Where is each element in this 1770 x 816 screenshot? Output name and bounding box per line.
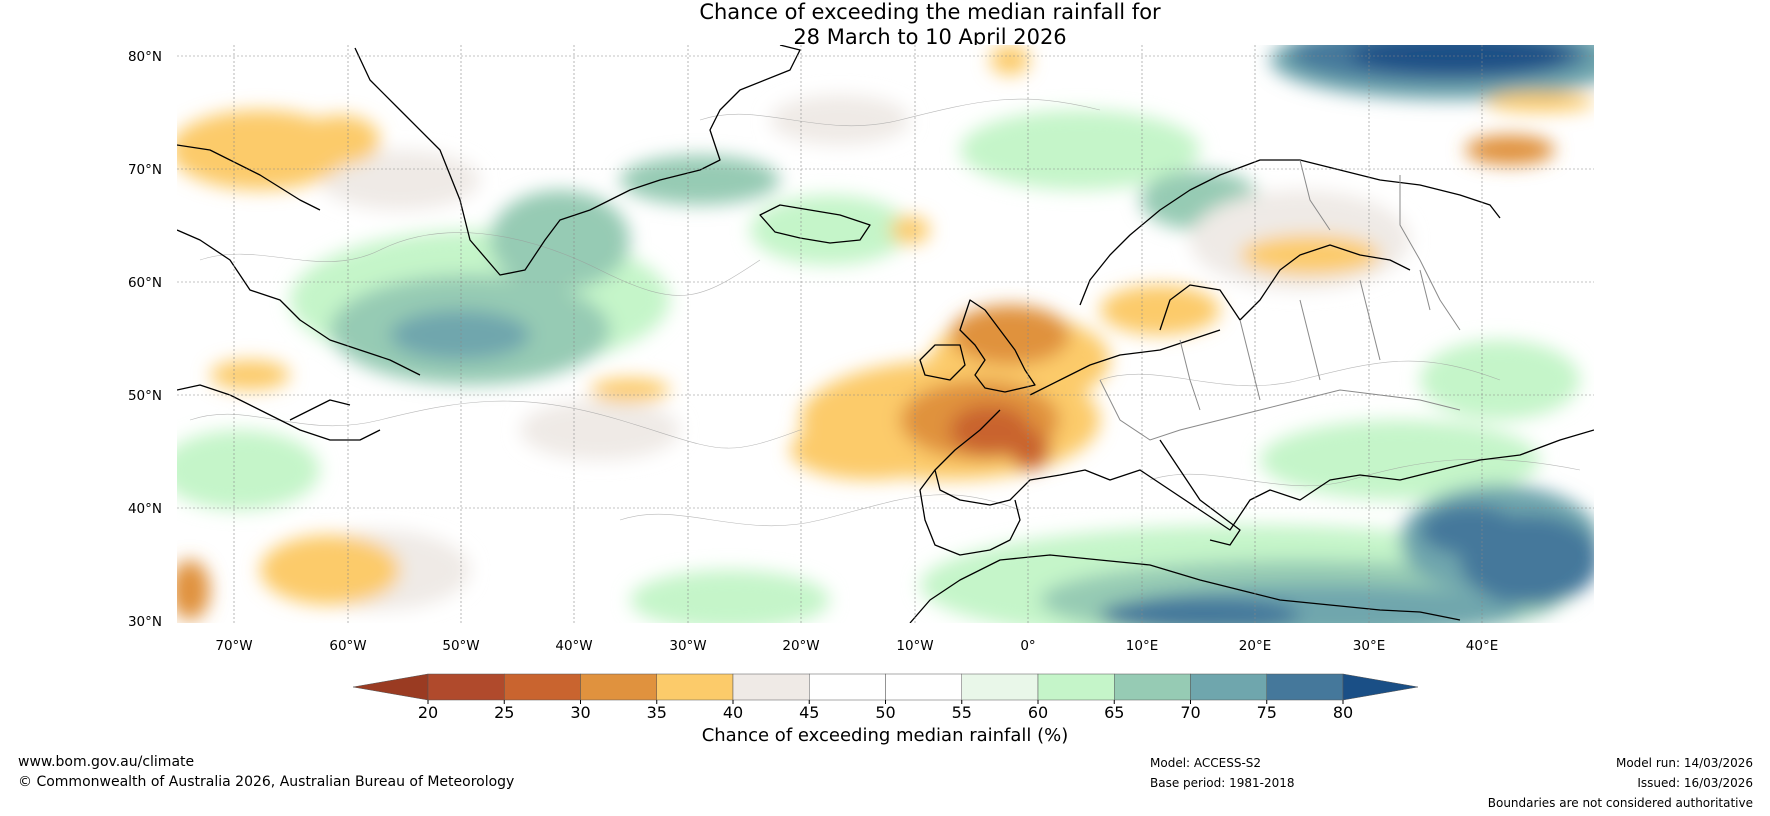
lon-label: 40°W — [555, 638, 592, 654]
colorbar-tick-label: 60 — [1028, 703, 1048, 722]
lon-label: 40°E — [1466, 638, 1498, 654]
colorbar-segment — [885, 673, 962, 701]
colorbar-tick-label: 75 — [1257, 703, 1277, 722]
lon-label: 30°W — [669, 638, 706, 654]
map-panel — [177, 45, 1594, 623]
colorbar-segment — [809, 673, 886, 701]
footer-copyright: © Commonwealth of Australia 2026, Austra… — [18, 774, 515, 790]
colorbar-segment — [1114, 673, 1191, 701]
colorbar-tick-label: 40 — [723, 703, 743, 722]
longitude-labels: 70°W 60°W 50°W 40°W 30°W 20°W 10°W 0° 10… — [215, 638, 1498, 654]
lon-label: 20°E — [1239, 638, 1271, 654]
lon-label: 30°E — [1353, 638, 1385, 654]
colorbar-segment — [1190, 673, 1267, 701]
lon-label: 0° — [1020, 638, 1035, 654]
colorbar-tick-label: 80 — [1333, 703, 1353, 722]
colorbar-segment — [656, 673, 734, 701]
latitude-labels: 80°N 70°N 60°N 50°N 40°N 30°N — [128, 49, 162, 630]
colorbar-tick-label: 20 — [418, 703, 438, 722]
coastline-britain — [919, 299, 1036, 393]
coastline-italy — [1159, 439, 1241, 546]
lon-label: 20°W — [782, 638, 819, 654]
coastline-baffin — [177, 144, 421, 376]
colorbar-segments — [427, 673, 1344, 701]
colorbar-segment — [961, 673, 1039, 701]
coastline-iceland — [759, 204, 871, 244]
colorbar: 20 25 30 35 40 45 50 55 60 65 70 75 80 — [352, 673, 1419, 722]
probability-field — [177, 45, 1594, 623]
country-boundaries — [1099, 159, 1461, 441]
lat-label: 60°N — [128, 275, 162, 291]
lon-label: 10°E — [1126, 638, 1158, 654]
colorbar-segment — [504, 673, 581, 701]
boundaries-disclaimer: Boundaries are not considered authoritat… — [1487, 796, 1753, 810]
coastline-africa — [909, 554, 1461, 623]
colorbar-segment — [1037, 673, 1115, 701]
coastline-greenland — [354, 45, 801, 276]
colorbar-under-arrow — [352, 673, 429, 701]
colorbar-label: Chance of exceeding median rainfall (%) — [701, 725, 1069, 746]
colorbar-segment — [732, 673, 810, 701]
lon-label: 70°W — [215, 638, 252, 654]
model-name: Model: ACCESS-S2 — [1150, 756, 1262, 770]
lat-label: 70°N — [128, 162, 162, 178]
colorbar-segment — [580, 673, 657, 701]
lon-label: 60°W — [329, 638, 366, 654]
lon-label: 10°W — [896, 638, 933, 654]
colorbar-tick-label: 65 — [1104, 703, 1124, 722]
issued-date: Issued: 16/03/2026 — [1637, 776, 1753, 790]
colorbar-tick-label: 50 — [875, 703, 895, 722]
coastlines — [177, 45, 1594, 623]
colorbar-segment — [427, 673, 505, 701]
lat-label: 50°N — [128, 388, 162, 404]
lat-label: 30°N — [128, 614, 162, 630]
base-period: Base period: 1981-2018 — [1150, 776, 1295, 790]
colorbar-tick-label: 55 — [952, 703, 972, 722]
model-run: Model run: 14/03/2026 — [1615, 756, 1753, 770]
graticule — [177, 45, 1594, 623]
colorbar-tick-label: 25 — [494, 703, 514, 722]
coastline-europe — [934, 329, 1594, 531]
colorbar-tick-label: 70 — [1180, 703, 1200, 722]
colorbar-tick-label: 30 — [570, 703, 590, 722]
coastline-scandinavia — [1079, 159, 1501, 331]
map-title-line1: Chance of exceeding the median rainfall … — [699, 0, 1161, 24]
coastline-iberia — [919, 469, 1021, 556]
colorbar-segment — [1266, 673, 1344, 701]
lon-label: 50°W — [442, 638, 479, 654]
map-title: Chance of exceeding the median rainfall … — [0, 0, 1770, 50]
coastline-labrador — [177, 384, 381, 441]
footer-url[interactable]: www.bom.gov.au/climate — [18, 754, 195, 770]
colorbar-tick-label: 45 — [799, 703, 819, 722]
colorbar-tick-label: 35 — [647, 703, 667, 722]
lat-label: 40°N — [128, 501, 162, 517]
lat-label: 80°N — [128, 49, 162, 65]
colorbar-over-arrow — [1342, 673, 1419, 701]
colorbar-ticks: 20 25 30 35 40 45 50 55 60 65 70 75 80 — [418, 700, 1353, 722]
